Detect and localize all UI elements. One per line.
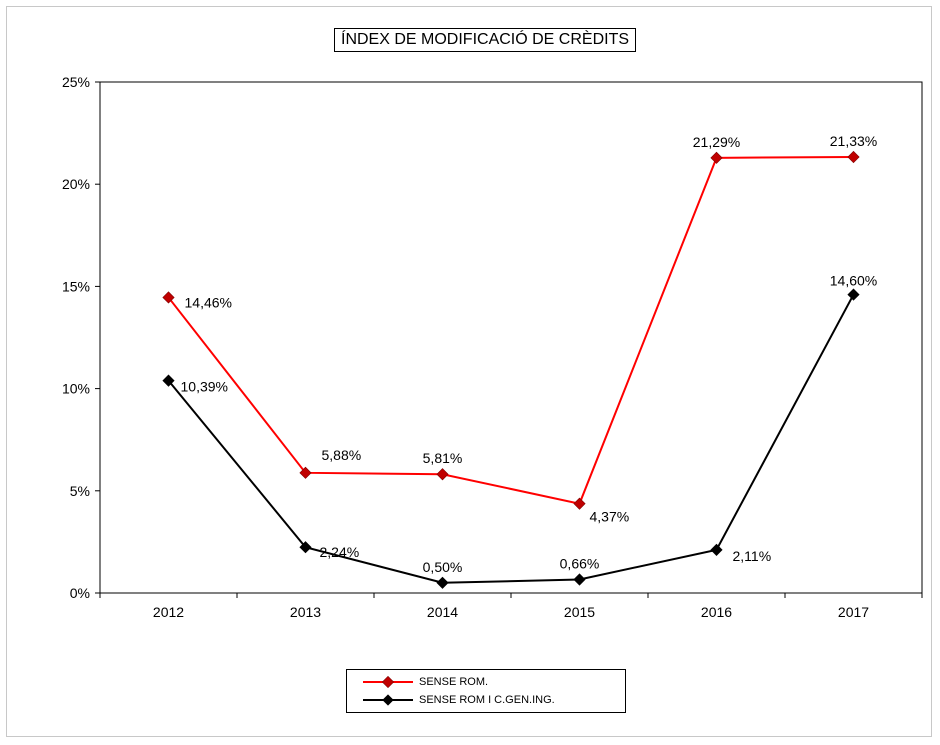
chart-title: ÍNDEX DE MODIFICACIÓ DE CRÈDITS — [334, 28, 637, 52]
y-tick-label: 15% — [62, 278, 90, 294]
data-point — [847, 288, 860, 301]
series-line-1 — [167, 294, 855, 584]
data-label: 2,11% — [733, 548, 772, 564]
data-label: 0,50% — [423, 559, 463, 575]
legend-swatch-sense-rom — [363, 676, 413, 688]
data-point — [299, 466, 312, 479]
data-point — [436, 576, 449, 589]
y-tick-label: 10% — [62, 381, 90, 397]
data-point — [710, 151, 723, 164]
data-point — [436, 468, 449, 481]
y-tick-label: 0% — [70, 585, 90, 601]
legend-item-sense-rom: SENSE ROM. — [363, 673, 488, 691]
legend-label-sense-rom-cgen: SENSE ROM I C.GEN.ING. — [419, 694, 555, 706]
x-tick-label: 2014 — [427, 604, 458, 620]
data-label: 2,24% — [320, 544, 360, 560]
y-tick-label: 20% — [62, 176, 90, 192]
plot-area — [99, 81, 923, 594]
x-tick-label: 2013 — [290, 604, 321, 620]
data-point — [573, 497, 586, 510]
legend: SENSE ROM. SENSE ROM I C.GEN.ING. — [346, 669, 626, 713]
data-label: 14,60% — [830, 273, 877, 289]
data-point — [162, 291, 175, 304]
data-label: 21,33% — [830, 133, 877, 149]
legend-label-sense-rom: SENSE ROM. — [419, 676, 489, 688]
data-label: 5,81% — [423, 450, 463, 466]
x-tick-label: 2012 — [153, 604, 184, 620]
data-point — [299, 541, 312, 554]
data-point — [847, 150, 860, 164]
data-point — [710, 543, 723, 556]
data-label: 21,29% — [693, 134, 740, 150]
chart-frame — [6, 6, 932, 737]
data-label: 0,66% — [560, 556, 600, 572]
y-tick-label: 25% — [62, 74, 90, 90]
data-point — [162, 374, 175, 387]
legend-swatch-sense-rom-cgen — [363, 694, 413, 706]
data-label: 14,46% — [185, 294, 232, 310]
x-tick-label: 2017 — [838, 604, 869, 620]
x-tick-label: 2015 — [564, 604, 595, 620]
x-tick-label: 2016 — [701, 604, 732, 620]
series-line-0 — [167, 156, 854, 505]
data-label: 4,37% — [590, 509, 630, 525]
data-point — [573, 573, 586, 586]
legend-item-sense-rom-cgen: SENSE ROM I C.GEN.ING. — [363, 691, 555, 709]
data-label: 10,39% — [181, 379, 228, 395]
data-label: 5,88% — [322, 447, 362, 463]
y-tick-label: 5% — [70, 483, 90, 499]
